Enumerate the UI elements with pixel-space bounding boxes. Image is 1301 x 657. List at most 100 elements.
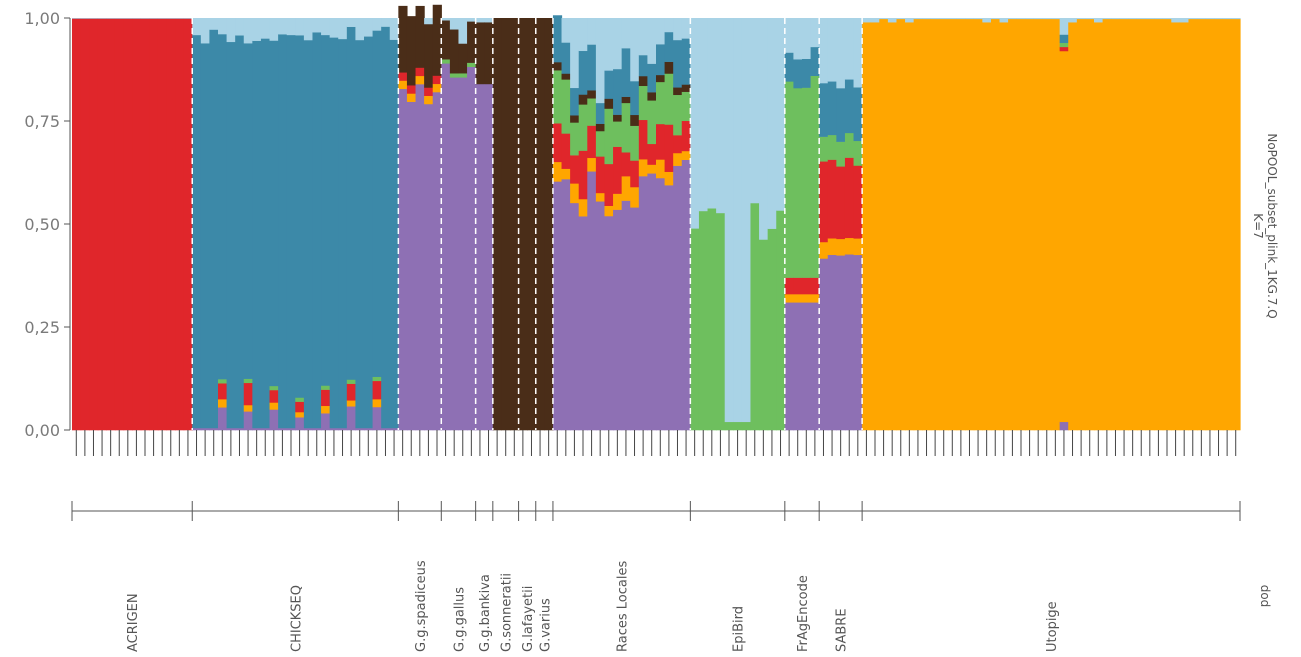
population-separators xyxy=(191,18,863,430)
bar-segment-green xyxy=(767,228,777,431)
bar-segment-orange xyxy=(578,198,588,217)
bar-segment-lightblue xyxy=(1231,18,1241,20)
bar-segment-green xyxy=(716,212,726,431)
bar-segment-lightblue xyxy=(106,18,116,19)
bar-segment-lightblue xyxy=(295,18,305,36)
bar-segment-purple xyxy=(458,77,468,431)
bar-segment-orange xyxy=(1025,18,1035,431)
bar-segment-orange xyxy=(398,80,408,90)
bar-segment-blue xyxy=(303,39,314,429)
bar-segment-lightblue xyxy=(372,18,382,31)
bar-segment-red xyxy=(243,382,253,406)
bar-segment-red xyxy=(587,125,597,159)
bar-segment-green xyxy=(1059,42,1069,48)
bar-segment-purple xyxy=(406,101,417,431)
bar-segment-red xyxy=(183,18,193,431)
bar-segment-red xyxy=(647,143,657,165)
bar-segment-lightblue xyxy=(97,18,107,19)
bar-segment-lightblue xyxy=(1111,18,1121,20)
bar-segment-orange xyxy=(664,171,674,186)
bar-segment-orange xyxy=(406,93,417,102)
bar-segment-blue xyxy=(278,34,288,429)
bar-segment-green xyxy=(449,73,460,78)
bar-segment-blue xyxy=(338,38,348,429)
bar-segment-lightblue xyxy=(252,18,262,41)
bar-segment-red xyxy=(630,160,640,188)
bar-segment-lightblue xyxy=(329,18,339,38)
bar-segment-blue xyxy=(355,39,365,429)
bar-segment-lightblue xyxy=(630,18,640,82)
bar-segment-purple xyxy=(338,427,348,431)
bar-segment-lightblue xyxy=(862,18,872,23)
bar-segment-red xyxy=(681,120,691,152)
bar-segment-lightblue xyxy=(595,18,606,104)
bar-segment-green xyxy=(707,208,717,431)
bar-segment-orange xyxy=(956,18,966,431)
bar-segment-red xyxy=(595,156,606,194)
bar-segment-brown xyxy=(535,18,545,431)
bar-segment-red xyxy=(149,18,159,431)
bar-segment-purple xyxy=(218,407,228,431)
bar-segment-red xyxy=(784,277,795,295)
bar-segment-blue xyxy=(613,68,623,115)
bar-segment-lightblue xyxy=(724,18,734,423)
bar-segment-green xyxy=(570,122,580,156)
bar-segment-green xyxy=(467,62,477,68)
bar-segment-blue xyxy=(329,37,339,429)
bar-segment-red xyxy=(570,155,580,184)
bar-segment-green xyxy=(673,94,683,136)
bar-segment-lightblue xyxy=(965,18,975,20)
bar-segment-lightblue xyxy=(1214,18,1224,20)
bar-segment-blue xyxy=(346,26,357,380)
bar-segment-blue xyxy=(552,15,563,63)
bar-segment-blue xyxy=(578,50,588,95)
bar-segment-orange xyxy=(432,83,442,93)
bar-segment-purple xyxy=(647,173,657,431)
bar-segment-blue xyxy=(364,36,374,429)
y-tick-label: 1,00 xyxy=(24,9,60,28)
bar-segment-orange xyxy=(1136,18,1147,431)
bar-segment-orange xyxy=(595,192,606,202)
bar-segment-purple xyxy=(561,179,571,431)
bar-segment-red xyxy=(664,124,674,172)
bar-segment-purple xyxy=(638,176,649,431)
bar-segment-purple xyxy=(209,427,219,431)
bar-segment-blue xyxy=(844,79,855,134)
bar-segment-lightblue xyxy=(321,18,331,36)
bar-segment-lightblue xyxy=(776,18,786,211)
bar-segment-lightblue xyxy=(449,18,460,30)
bar-segment-lightblue xyxy=(587,18,597,45)
bar-segment-blue xyxy=(587,44,597,91)
bar-segment-lightblue xyxy=(784,18,795,53)
bar-segment-orange xyxy=(784,294,795,303)
bar-segment-lightblue xyxy=(89,18,99,19)
bar-segment-orange xyxy=(561,168,571,180)
bar-segment-blue xyxy=(604,70,614,99)
bar-segment-orange xyxy=(621,176,631,201)
bar-segment-blue xyxy=(1059,34,1069,44)
bar-segment-green xyxy=(346,379,357,384)
bar-segment-brown xyxy=(578,94,588,105)
bar-segment-orange xyxy=(887,22,898,431)
bar-segment-lightblue xyxy=(570,18,580,89)
bar-segment-lightblue xyxy=(690,18,700,229)
bar-segment-red xyxy=(175,18,185,431)
population-label: G.g.bankiva xyxy=(478,574,493,652)
bar-segment-brown xyxy=(673,87,683,96)
bar-segment-orange xyxy=(879,18,889,431)
bar-segment-red xyxy=(561,133,571,169)
bar-segment-lightblue xyxy=(1085,18,1095,20)
bar-segment-blue xyxy=(389,39,399,429)
bar-segment-lightblue xyxy=(475,18,485,23)
bar-segment-brown xyxy=(587,90,597,99)
bar-segment-green xyxy=(604,108,614,165)
population-label: ACRIGEN xyxy=(126,593,141,652)
bar-segment-orange xyxy=(973,18,983,431)
bar-segment-lightblue xyxy=(243,18,253,44)
bar-segment-lightblue xyxy=(1179,18,1190,23)
bar-segment-orange xyxy=(862,22,872,431)
bar-segment-brown xyxy=(432,4,442,76)
bar-segment-lightblue xyxy=(1051,18,1061,20)
bar-segment-brown xyxy=(595,123,606,132)
bar-segment-brown xyxy=(467,21,477,63)
